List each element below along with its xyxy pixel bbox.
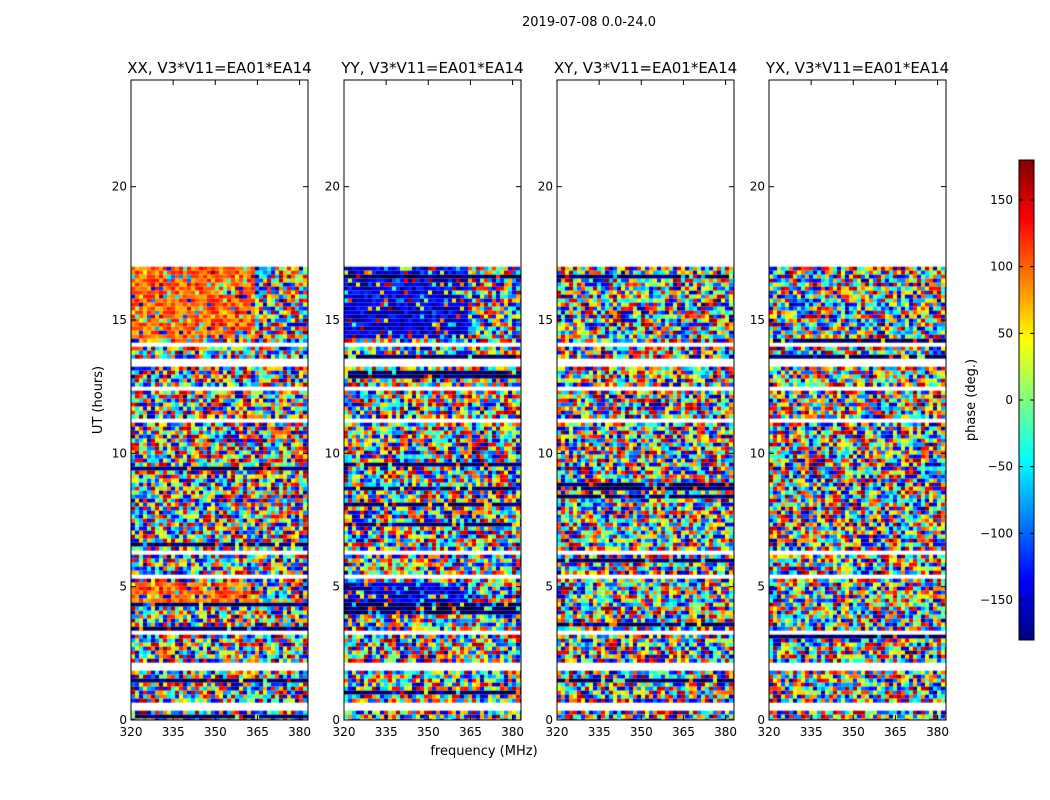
x-tick-label: 365 bbox=[884, 725, 907, 739]
colorbar-tick-label: 150 bbox=[990, 193, 1013, 207]
y-tick-label: 5 bbox=[545, 580, 553, 594]
y-tick-label: 0 bbox=[332, 713, 340, 727]
y-tick-label: 15 bbox=[112, 313, 127, 327]
x-tick-label: 320 bbox=[546, 725, 569, 739]
panel-frame bbox=[343, 79, 522, 721]
panels: XX, V3*V11=EA01*EA14 320 335 350 365 380 0 5 10 1… bbox=[112, 59, 949, 739]
y-tick-label: 5 bbox=[332, 580, 340, 594]
colorbar-tick-label: −50 bbox=[988, 460, 1013, 474]
x-tick-label: 380 bbox=[288, 725, 311, 739]
panel-title: XY, V3*V11=EA01*EA14 bbox=[554, 59, 737, 77]
x-tick-label: 380 bbox=[501, 725, 524, 739]
x-tick-label: 335 bbox=[375, 725, 398, 739]
y-tick-label: 0 bbox=[119, 713, 127, 727]
x-tick-label: 365 bbox=[459, 725, 482, 739]
colorbar-tick-label: −150 bbox=[980, 593, 1013, 607]
y-axis-label: UT (hours) bbox=[91, 366, 106, 434]
y-tick-label: 10 bbox=[750, 446, 765, 460]
y-tick-label: 10 bbox=[325, 446, 340, 460]
panel-frame bbox=[556, 79, 735, 721]
panel-frame bbox=[768, 79, 947, 721]
x-tick-label: 365 bbox=[672, 725, 695, 739]
y-tick-label: 5 bbox=[757, 580, 765, 594]
y-tick-label: 15 bbox=[538, 313, 553, 327]
panel-1: YY, V3*V11=EA01*EA14 320 335 350 365 380 0 5 10 1… bbox=[325, 59, 524, 739]
y-tick-label: 5 bbox=[119, 580, 127, 594]
y-tick-label: 20 bbox=[112, 180, 127, 194]
x-tick-label: 365 bbox=[246, 725, 269, 739]
heatmap-cells bbox=[769, 80, 946, 720]
figure-suptitle: 2019-07-08 0.0-24.0 bbox=[522, 15, 656, 30]
panel-0: XX, V3*V11=EA01*EA14 320 335 350 365 380 0 5 10 1… bbox=[112, 59, 312, 739]
x-tick-label: 320 bbox=[333, 725, 356, 739]
panel-title: XX, V3*V11=EA01*EA14 bbox=[127, 59, 311, 77]
colorbar-tick-label: −100 bbox=[980, 526, 1013, 540]
y-tick-label: 10 bbox=[112, 446, 127, 460]
panel-title: YX, V3*V11=EA01*EA14 bbox=[765, 59, 949, 77]
x-tick-label: 350 bbox=[417, 725, 440, 739]
x-tick-label: 350 bbox=[630, 725, 653, 739]
panel-title: YY, V3*V11=EA01*EA14 bbox=[340, 59, 523, 77]
colorbar-label: phase (deg.) bbox=[964, 359, 979, 441]
x-tick-label: 350 bbox=[204, 725, 227, 739]
y-tick-label: 15 bbox=[750, 313, 765, 327]
x-tick-label: 320 bbox=[758, 725, 781, 739]
y-tick-label: 15 bbox=[325, 313, 340, 327]
x-tick-label: 380 bbox=[714, 725, 737, 739]
y-tick-label: 20 bbox=[325, 180, 340, 194]
y-tick-label: 20 bbox=[538, 180, 553, 194]
x-axis-label: frequency (MHz) bbox=[430, 744, 537, 759]
panel-frame bbox=[130, 79, 309, 721]
y-tick-label: 0 bbox=[545, 713, 553, 727]
panel-3: YX, V3*V11=EA01*EA14 320 335 350 365 380 0 5 10 1… bbox=[750, 59, 949, 739]
x-tick-label: 380 bbox=[926, 725, 949, 739]
y-tick-label: 20 bbox=[750, 180, 765, 194]
x-tick-label: 320 bbox=[120, 725, 143, 739]
y-tick-label: 10 bbox=[538, 446, 553, 460]
colorbar-tick-label: 100 bbox=[990, 260, 1013, 274]
heatmap-cells bbox=[557, 80, 734, 720]
x-tick-label: 335 bbox=[588, 725, 611, 739]
colorbar: 150 100 50 0 −50 −100 −150 bbox=[980, 159, 1035, 641]
y-tick-label: 0 bbox=[757, 713, 765, 727]
colorbar-tick-label: 0 bbox=[1005, 393, 1013, 407]
panel-2: XY, V3*V11=EA01*EA14 320 335 350 365 380 0 5 10 1… bbox=[538, 59, 737, 739]
x-tick-label: 335 bbox=[162, 725, 185, 739]
colorbar-tick-label: 50 bbox=[998, 326, 1013, 340]
x-tick-label: 350 bbox=[842, 725, 865, 739]
heatmap-cells bbox=[344, 80, 521, 720]
heatmap-cells bbox=[131, 80, 308, 720]
x-tick-label: 335 bbox=[800, 725, 823, 739]
